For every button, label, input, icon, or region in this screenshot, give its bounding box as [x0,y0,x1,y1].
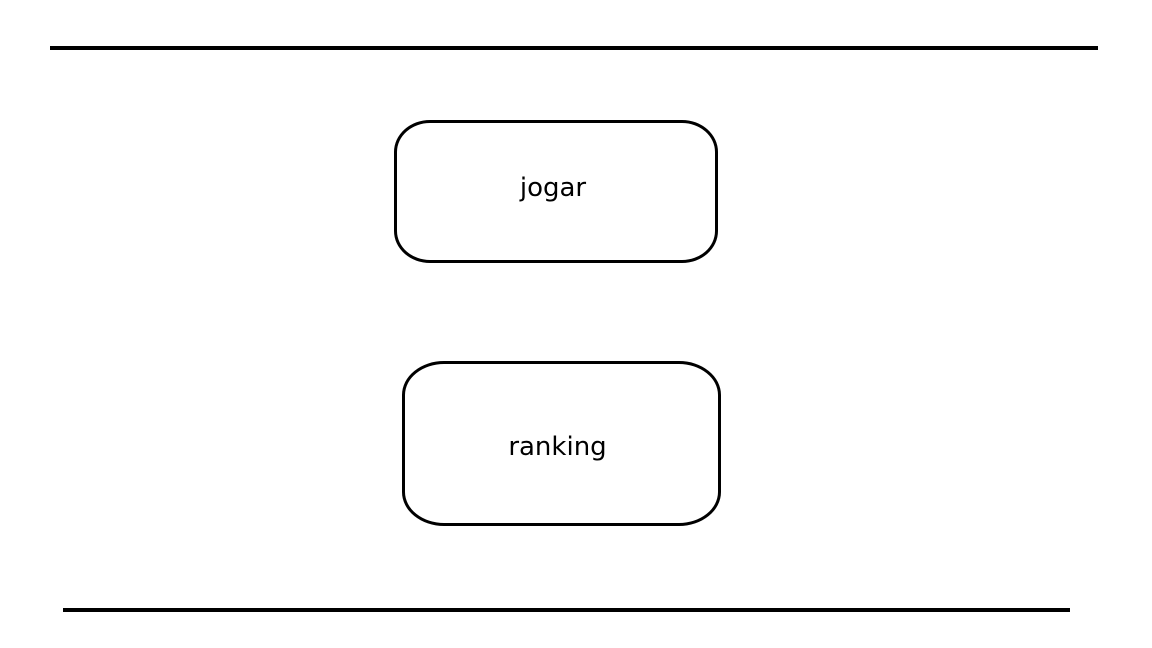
play-button-label: jogar [519,172,587,203]
ranking-button[interactable]: ranking [402,361,721,526]
bottom-divider [63,608,1070,612]
top-divider [50,46,1098,50]
play-button[interactable]: jogar [394,120,718,263]
ranking-button-label: ranking [508,431,607,462]
